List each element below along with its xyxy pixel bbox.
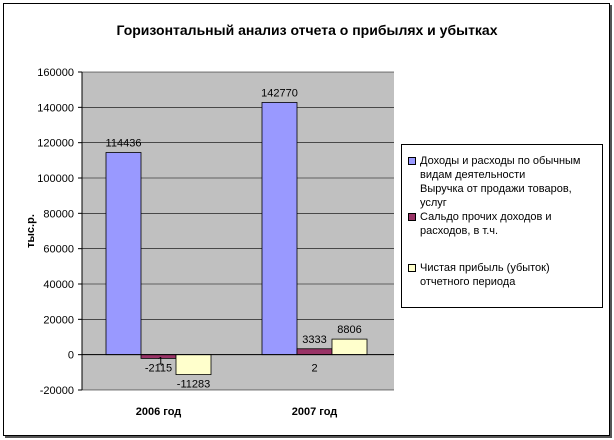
annotations: 12	[157, 355, 317, 374]
bar-series-0-0	[105, 152, 142, 356]
bars	[105, 102, 368, 375]
legend-swatch	[408, 157, 416, 165]
data-labels: 114436 -2115 -11283 142770 3333 8806	[106, 87, 362, 390]
y-tick-label: 120000	[37, 138, 74, 150]
y-tick-label: 0	[68, 350, 74, 362]
y-tick-label: 100000	[37, 173, 74, 185]
legend-label: Чистая прибыль (убыток) отчетного период…	[420, 262, 553, 288]
legend-entry: Сальдо прочих доходов и расходов, в т.ч.	[408, 210, 596, 238]
data-label: 142770	[261, 87, 298, 99]
category-label: 2006 год	[136, 406, 182, 418]
y-tick-label: 40000	[43, 279, 74, 291]
y-tick-label: 60000	[43, 244, 74, 256]
data-label: 114436	[106, 137, 142, 149]
legend-label: Доходы и расходы по обычным видам деятел…	[420, 155, 584, 209]
bar-series-2-1	[331, 338, 368, 356]
data-label: -11283	[177, 379, 210, 391]
data-label: -2115	[145, 362, 172, 374]
bar-series-1-1	[296, 348, 333, 356]
category-annotation: 1	[157, 355, 163, 367]
y-tick-label: 140000	[37, 102, 74, 114]
legend-label: Сальдо прочих доходов и расходов, в т.ч.	[420, 211, 555, 237]
legend-swatch	[408, 213, 416, 221]
y-tick-label: 20000	[43, 314, 74, 326]
legend-entry: Доходы и расходы по обычным видам деятел…	[408, 154, 596, 210]
data-label: 3333	[302, 334, 326, 346]
y-tick-label: 80000	[43, 208, 74, 220]
y-tick-label: -20000	[40, 385, 74, 397]
legend-swatch	[408, 264, 416, 272]
y-axis-label: тыс.р.	[25, 214, 37, 248]
y-axis-ticks: -20000 0 20000 40000 60000 80000 100000 120000 1…	[37, 67, 82, 397]
category-labels: 2006 год 2007 год	[136, 406, 338, 418]
bar-series-2-0	[175, 354, 212, 375]
category-annotation: 2	[311, 362, 317, 374]
category-label: 2007 год	[292, 406, 338, 418]
bar-series-0-1	[261, 102, 298, 356]
legend: Доходы и расходы по обычным видам деятел…	[401, 144, 603, 308]
chart-title: Горизонтальный анализ отчета о прибылях …	[116, 22, 497, 38]
y-tick-label: 160000	[37, 67, 74, 79]
legend-entry: Чистая прибыль (убыток) отчетного период…	[408, 261, 596, 289]
data-label: 8806	[337, 324, 361, 336]
